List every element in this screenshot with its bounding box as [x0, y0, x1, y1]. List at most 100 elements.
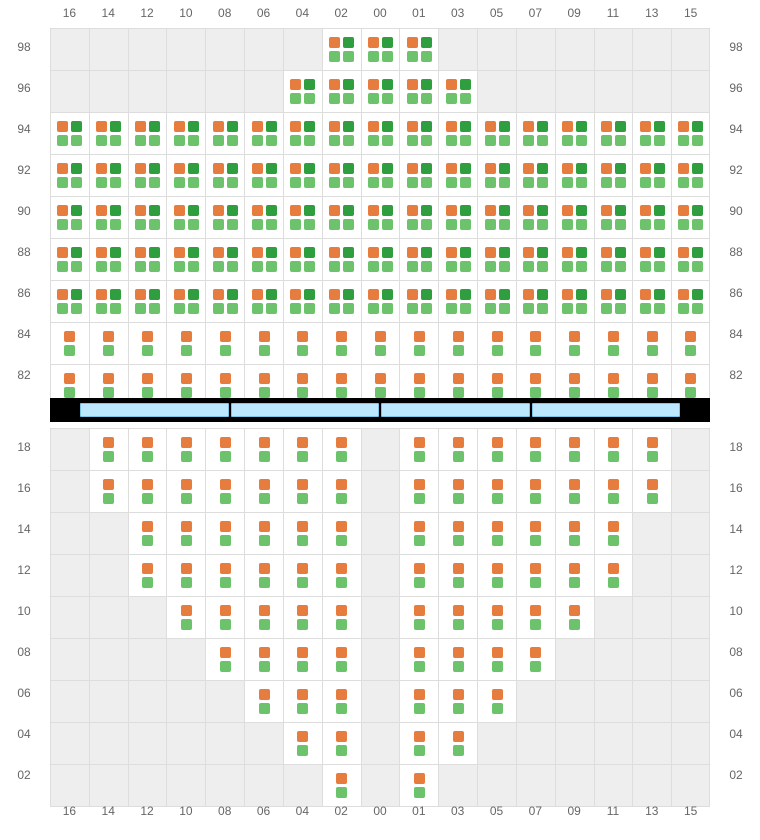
orange-square — [453, 437, 464, 448]
lgreen-square — [492, 387, 503, 398]
lgreen-square — [103, 345, 114, 356]
lgreen-square — [375, 345, 386, 356]
orange-square — [174, 247, 185, 258]
row-label: 86 — [716, 286, 756, 300]
cell — [594, 29, 633, 70]
cell — [632, 29, 671, 70]
dgreen-square — [71, 289, 82, 300]
cell — [244, 681, 283, 722]
col-label: 04 — [283, 804, 322, 818]
lgreen-square — [64, 387, 75, 398]
row-label: 92 — [716, 163, 756, 177]
orange-square — [407, 205, 418, 216]
lgreen-square — [523, 177, 534, 188]
lgreen-square — [537, 219, 548, 230]
cell — [50, 471, 89, 512]
cell — [322, 239, 361, 280]
col-label: 06 — [244, 804, 283, 818]
col-label: 09 — [555, 804, 594, 818]
cell — [555, 555, 594, 596]
lgreen-square — [537, 135, 548, 146]
cell — [555, 71, 594, 112]
lgreen-square — [601, 261, 612, 272]
lgreen-square — [259, 703, 270, 714]
cell — [671, 155, 710, 196]
cell — [128, 513, 167, 554]
grid-row — [50, 764, 710, 807]
lgreen-square — [453, 619, 464, 630]
lgreen-square — [523, 219, 534, 230]
dgreen-square — [615, 247, 626, 258]
grid-row — [50, 238, 710, 280]
cell — [128, 765, 167, 806]
cell — [361, 765, 400, 806]
dgreen-square — [499, 289, 510, 300]
cell — [555, 429, 594, 470]
lgreen-square — [647, 345, 658, 356]
cell — [594, 765, 633, 806]
orange-square — [485, 163, 496, 174]
lgreen-square — [227, 135, 238, 146]
orange-square — [446, 205, 457, 216]
lgreen-square — [103, 493, 114, 504]
lgreen-square — [678, 303, 689, 314]
cell — [438, 29, 477, 70]
orange-square — [562, 205, 573, 216]
dgreen-square — [266, 205, 277, 216]
cell — [361, 71, 400, 112]
cell — [632, 113, 671, 154]
cell — [50, 513, 89, 554]
cell — [89, 323, 128, 364]
lgreen-square — [407, 303, 418, 314]
lgreen-square — [336, 387, 347, 398]
cell — [594, 281, 633, 322]
lgreen-square — [96, 135, 107, 146]
lgreen-square — [259, 345, 270, 356]
lgreen-square — [71, 177, 82, 188]
col-label: 12 — [128, 804, 167, 818]
cell — [438, 639, 477, 680]
orange-square — [368, 163, 379, 174]
lgreen-square — [382, 51, 393, 62]
dgreen-square — [537, 205, 548, 216]
col-label: 07 — [516, 6, 555, 20]
orange-square — [220, 647, 231, 658]
cell — [205, 323, 244, 364]
cell — [632, 597, 671, 638]
cell — [516, 239, 555, 280]
cell — [399, 681, 438, 722]
lgreen-square — [608, 345, 619, 356]
lgreen-square — [562, 303, 573, 314]
lgreen-square — [213, 303, 224, 314]
lgreen-square — [297, 745, 308, 756]
lgreen-square — [290, 135, 301, 146]
lgreen-square — [135, 261, 146, 272]
cell — [516, 281, 555, 322]
dgreen-square — [421, 37, 432, 48]
lgreen-square — [188, 135, 199, 146]
lgreen-square — [96, 177, 107, 188]
lgreen-square — [499, 219, 510, 230]
lgreen-square — [290, 261, 301, 272]
lgreen-square — [421, 135, 432, 146]
orange-square — [290, 79, 301, 90]
row-label: 14 — [4, 522, 44, 536]
cell — [128, 471, 167, 512]
lgreen-square — [407, 261, 418, 272]
lgreen-square — [329, 93, 340, 104]
lgreen-square — [304, 135, 315, 146]
orange-square — [678, 289, 689, 300]
cell — [50, 197, 89, 238]
grid-row — [50, 638, 710, 680]
cell — [50, 29, 89, 70]
lgreen-square — [615, 135, 626, 146]
cell — [594, 429, 633, 470]
cell — [632, 281, 671, 322]
orange-square — [297, 563, 308, 574]
dgreen-square — [692, 289, 703, 300]
dgreen-square — [499, 247, 510, 258]
dgreen-square — [692, 163, 703, 174]
col-label: 01 — [399, 804, 438, 818]
cell — [322, 281, 361, 322]
lgreen-square — [414, 535, 425, 546]
